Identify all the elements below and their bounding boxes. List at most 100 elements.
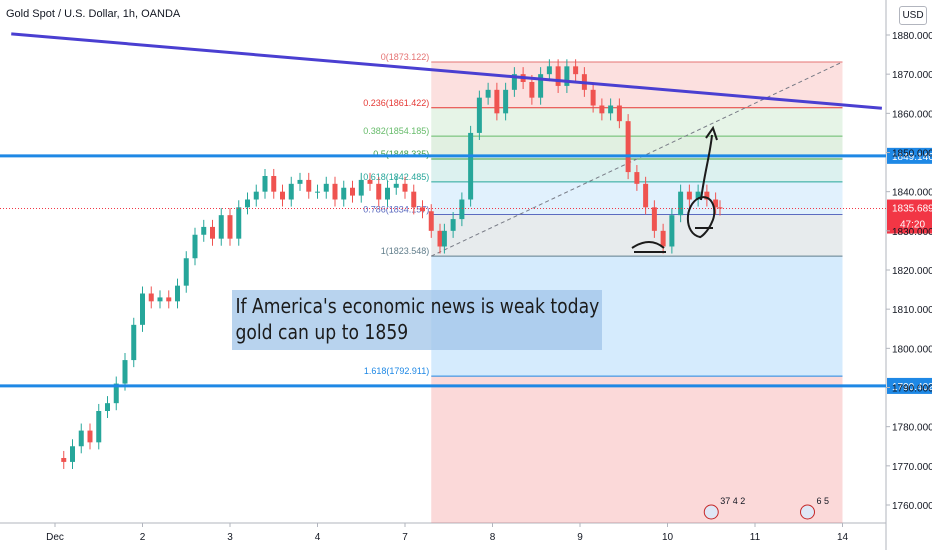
candle-body bbox=[96, 411, 102, 443]
candle-body bbox=[376, 183, 382, 200]
y-tick-label: 1870.000 bbox=[892, 70, 932, 81]
x-tick-label: Dec bbox=[46, 532, 64, 543]
fib-level-label: 0(1873.122) bbox=[381, 52, 430, 62]
candle-body bbox=[450, 219, 456, 231]
candle-body bbox=[503, 89, 509, 114]
candle-body bbox=[717, 207, 723, 209]
y-tick-label: 1790.000 bbox=[892, 384, 932, 395]
candle-body bbox=[271, 176, 277, 192]
candle-body bbox=[441, 230, 447, 247]
candle-body bbox=[192, 234, 198, 259]
fib-level-label: 1.618(1792.911) bbox=[364, 366, 429, 376]
x-tick-label: 7 bbox=[402, 532, 408, 543]
candle-body bbox=[70, 446, 75, 462]
candle-body bbox=[608, 105, 614, 114]
text-annotation[interactable]: If America's economic news is weak today… bbox=[232, 290, 602, 350]
candle-body bbox=[350, 187, 355, 196]
currency-button[interactable]: USD bbox=[899, 6, 927, 25]
drawn-bottom-mark bbox=[631, 241, 666, 253]
candle-body bbox=[669, 215, 675, 247]
candle-body bbox=[148, 293, 154, 302]
candle-body bbox=[105, 403, 110, 411]
x-tick-label: 11 bbox=[750, 532, 761, 543]
candle-body bbox=[643, 183, 649, 208]
candle-body bbox=[485, 89, 491, 98]
candle-body bbox=[420, 207, 425, 212]
candle-body bbox=[218, 215, 224, 239]
candle-body bbox=[511, 74, 517, 90]
event-marker-label: 37 4 2 bbox=[720, 496, 745, 506]
candle-body bbox=[494, 89, 500, 114]
candle-body bbox=[678, 191, 684, 216]
x-tick-label: 4 bbox=[315, 532, 321, 543]
candle-body bbox=[538, 74, 544, 98]
candle-body bbox=[599, 105, 605, 114]
candle-body bbox=[236, 207, 242, 239]
y-tick-label: 1770.000 bbox=[892, 462, 932, 473]
candle-body bbox=[323, 183, 329, 192]
fib-trend-line bbox=[431, 61, 843, 257]
candle-body bbox=[590, 89, 596, 106]
candle-body bbox=[175, 285, 180, 302]
x-tick-label: 10 bbox=[662, 532, 674, 543]
candle-body bbox=[476, 97, 482, 133]
x-tick-label: 8 bbox=[490, 532, 496, 543]
y-tick-label: 1780.000 bbox=[892, 423, 932, 434]
drawn-circle-mark bbox=[686, 196, 716, 239]
candle-body bbox=[253, 191, 259, 200]
candle-body bbox=[402, 183, 408, 192]
drawn-up-arrow bbox=[700, 125, 718, 201]
price-axis-bg bbox=[886, 0, 932, 550]
annotation-line-1: If America's economic news is weak today bbox=[235, 294, 600, 318]
candle-body bbox=[616, 105, 622, 122]
current-price-tag-bg bbox=[887, 199, 932, 234]
fib-zone-extension bbox=[431, 376, 843, 523]
fib-zone bbox=[431, 214, 843, 257]
fib-zone bbox=[431, 107, 843, 137]
candle-body bbox=[341, 187, 347, 200]
candle-body bbox=[660, 230, 666, 247]
x-tick-label: 3 bbox=[227, 532, 233, 543]
event-flag-icon bbox=[703, 504, 719, 520]
candle-body bbox=[411, 191, 417, 208]
candle-body bbox=[468, 132, 474, 200]
candle-body bbox=[245, 199, 250, 208]
candle-body bbox=[113, 383, 119, 404]
candle-body bbox=[122, 360, 128, 384]
fib-level-label: 0.236(1861.422) bbox=[363, 98, 429, 108]
x-tick-label: 9 bbox=[577, 532, 583, 543]
event-flag-icon bbox=[800, 504, 815, 520]
candle-body bbox=[459, 199, 465, 220]
y-tick-label: 1820.000 bbox=[892, 266, 932, 277]
y-tick-label: 1810.000 bbox=[892, 305, 932, 316]
candle-body bbox=[280, 191, 285, 200]
candle-body bbox=[704, 191, 710, 200]
candle-body bbox=[625, 121, 631, 173]
candle-body bbox=[157, 297, 163, 302]
candle-body bbox=[713, 199, 719, 208]
candle-body bbox=[564, 66, 570, 86]
candle-body bbox=[695, 191, 701, 200]
candle-body bbox=[437, 230, 443, 247]
y-tick-label: 1850.000 bbox=[892, 149, 932, 160]
candle-body bbox=[297, 179, 303, 184]
candle-body bbox=[140, 293, 145, 325]
candle-body bbox=[332, 183, 338, 200]
price-tag-label: 1849.146 bbox=[892, 152, 932, 163]
candle-body bbox=[288, 183, 294, 200]
candle-body bbox=[358, 179, 364, 196]
candle-body bbox=[573, 66, 579, 75]
candle-body bbox=[315, 191, 320, 193]
candle-body bbox=[385, 187, 390, 200]
price-tag-label: 1790.402 bbox=[892, 382, 932, 393]
candle-body bbox=[262, 176, 268, 192]
candle-body bbox=[529, 82, 535, 98]
candle-body bbox=[555, 66, 561, 86]
annotation-line-2: gold can up to 1859 bbox=[235, 320, 409, 344]
y-tick-label: 1760.000 bbox=[892, 501, 932, 512]
fib-zone bbox=[431, 136, 843, 160]
candle-body bbox=[367, 179, 373, 184]
fib-level-label: 0.382(1854.185) bbox=[363, 126, 429, 136]
